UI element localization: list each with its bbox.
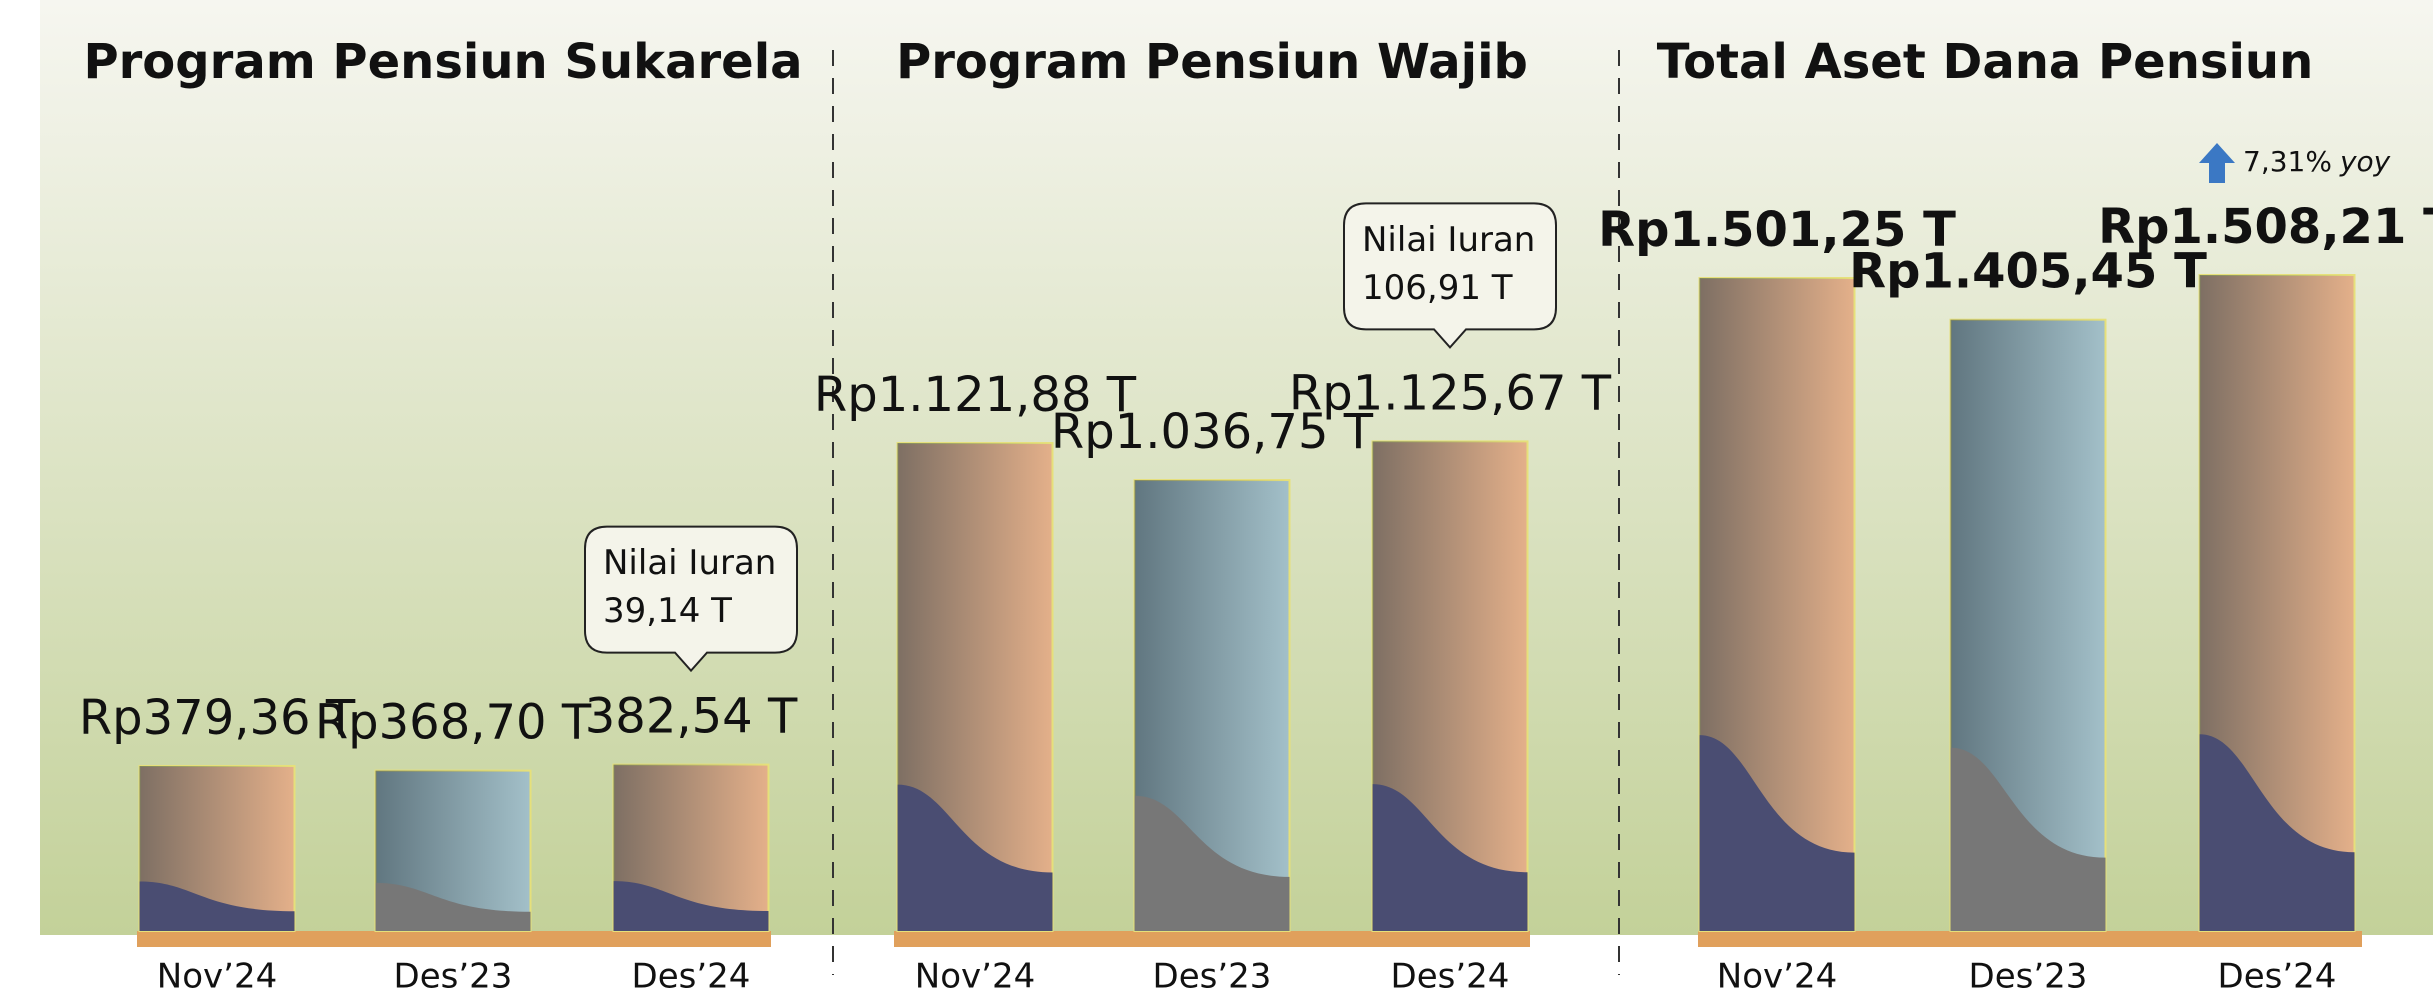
chart-title: Total Aset Dana Pensiun bbox=[1657, 34, 2314, 90]
value-label: Rp1.508,21 T bbox=[2098, 199, 2433, 255]
callout-text: Nilai Iuran bbox=[603, 543, 776, 583]
base-strip bbox=[137, 931, 771, 947]
chart-title: Program Pensiun Sukarela bbox=[83, 34, 802, 90]
callout bbox=[584, 525, 798, 673]
x-tick-label: Des’23 bbox=[394, 957, 513, 993]
bar-base-wave bbox=[139, 881, 295, 931]
callout bbox=[1343, 202, 1557, 349]
x-tick-label: Nov’24 bbox=[1717, 957, 1837, 993]
bar-base-wave bbox=[1134, 795, 1290, 931]
callout-text: 106,91 T bbox=[1362, 268, 1513, 308]
callout-text: 39,14 T bbox=[603, 591, 732, 631]
bar-base-wave bbox=[2199, 734, 2355, 931]
bar-base-wave bbox=[1372, 784, 1528, 931]
value-label: Rp1.501,25 T bbox=[1598, 202, 1956, 258]
growth-note: 7,31% yoy bbox=[2243, 145, 2391, 178]
value-label: 382,54 T bbox=[585, 689, 798, 745]
bar-base-wave bbox=[897, 784, 1053, 931]
bar-base-wave bbox=[1699, 735, 1855, 931]
x-tick-label: Nov’24 bbox=[915, 957, 1035, 993]
x-tick-label: Des’23 bbox=[1969, 957, 2088, 993]
value-label: Rp1.036,75 T bbox=[1051, 404, 1374, 460]
x-tick-label: Des’23 bbox=[1153, 957, 1272, 993]
base-strip bbox=[894, 931, 1530, 947]
value-label: Rp1.125,67 T bbox=[1289, 365, 1612, 421]
bar-base-wave bbox=[1950, 747, 2106, 931]
base-strip bbox=[1698, 931, 2362, 947]
value-label: Rp368,70 T bbox=[315, 695, 592, 751]
x-tick-label: Nov’24 bbox=[157, 957, 277, 993]
value-label: Rp1.405,45 T bbox=[1849, 244, 2207, 300]
x-tick-label: Des’24 bbox=[2218, 957, 2337, 993]
callout-text: Nilai Iuran bbox=[1362, 220, 1535, 260]
value-label: Rp1.121,88 T bbox=[814, 367, 1137, 423]
value-label: Rp379,36 T bbox=[79, 690, 356, 746]
x-tick-label: Des’24 bbox=[632, 957, 751, 993]
bar-base-wave bbox=[613, 881, 769, 931]
growth-arrow bbox=[2199, 143, 2235, 183]
growth-text: 7,31% bbox=[2243, 145, 2332, 178]
chart-title: Program Pensiun Wajib bbox=[896, 34, 1528, 90]
growth-text: yoy bbox=[2339, 145, 2391, 178]
bar-base-wave bbox=[375, 882, 531, 931]
x-tick-label: Des’24 bbox=[1391, 957, 1510, 993]
